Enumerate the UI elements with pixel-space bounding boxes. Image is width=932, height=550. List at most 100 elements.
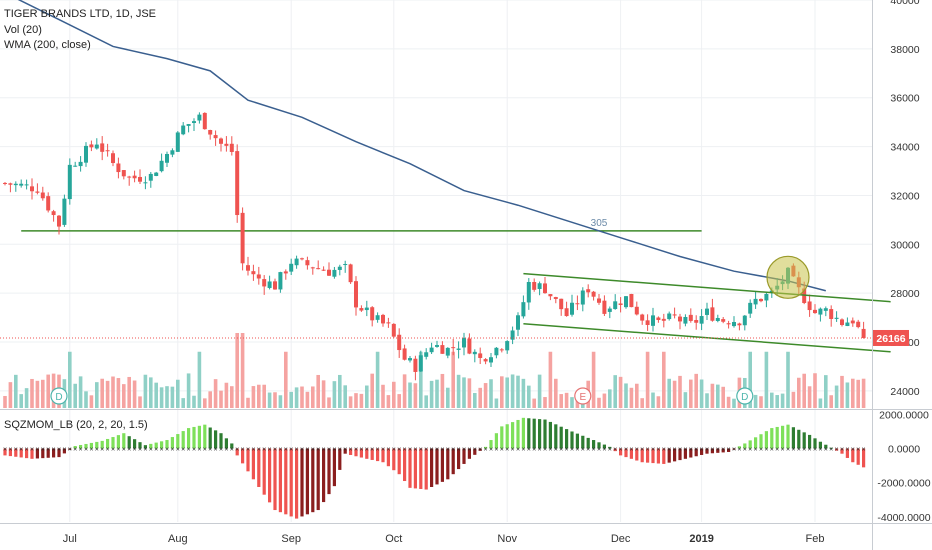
momentum-bar — [14, 448, 18, 457]
candle-body — [224, 143, 229, 146]
squeeze-dot: × — [845, 447, 849, 454]
squeeze-dot: × — [732, 447, 736, 454]
volume-bar — [132, 380, 137, 408]
horizontal-level[interactable]: 305 — [21, 218, 702, 232]
y-tick-label: 34000 — [890, 142, 919, 154]
volume-bar — [748, 351, 752, 408]
y-tick-label: 24000 — [890, 386, 919, 398]
volume-bar — [462, 377, 466, 408]
candle-body — [332, 269, 337, 277]
squeeze-dot: × — [214, 447, 218, 454]
momentum-bar — [705, 448, 709, 454]
squeeze-dot: × — [500, 447, 504, 454]
volume-bar — [294, 387, 299, 408]
candle-body — [364, 307, 369, 311]
volume-bar — [181, 398, 185, 408]
candle-body — [678, 316, 682, 322]
momentum-bar — [62, 448, 66, 454]
volume-bar — [300, 386, 304, 408]
highlight-circle[interactable] — [766, 255, 810, 299]
momentum-bar — [845, 448, 849, 458]
candle-body — [489, 357, 493, 363]
momentum-bar — [575, 433, 579, 449]
candle-body — [553, 297, 558, 299]
volume-bar — [753, 394, 758, 408]
momentum-bar — [305, 448, 309, 515]
volume-bar — [159, 387, 164, 408]
event-marker-circle — [574, 387, 592, 405]
squeeze-dot: × — [262, 447, 266, 454]
candle-body — [418, 355, 423, 372]
momentum-bar — [257, 448, 261, 487]
squeeze-dot: × — [538, 447, 542, 454]
squeeze-dot: × — [808, 447, 812, 454]
chart-title[interactable]: TIGER BRANDS LTD, 1D, JSE — [4, 8, 156, 20]
squeeze-dot: × — [608, 447, 612, 454]
squeeze-dot: × — [370, 447, 374, 454]
squeeze-dot: × — [230, 447, 234, 454]
volume-bar — [818, 398, 823, 408]
squeeze-dot: × — [79, 447, 83, 454]
squeeze-dot: × — [797, 447, 801, 454]
candle-body — [294, 258, 299, 266]
volume-bar — [332, 381, 337, 408]
momentum-bar — [635, 448, 639, 461]
momentum-bar — [187, 428, 191, 449]
volume-legend[interactable]: Vol (20) — [4, 24, 42, 36]
candle-body — [3, 182, 7, 184]
wma-legend[interactable]: WMA (200, close) — [4, 39, 91, 51]
volume-bar — [516, 375, 520, 408]
volume-bar — [375, 351, 380, 408]
momentum-bar — [3, 448, 7, 456]
momentum-bar — [41, 448, 45, 459]
momentum-bar — [203, 424, 207, 449]
momentum-bar — [538, 419, 542, 449]
momentum-bar — [646, 448, 650, 463]
volume-bar — [311, 386, 315, 408]
candle-body — [327, 269, 331, 276]
squeeze-dot: × — [570, 447, 574, 454]
squeeze-dot: × — [710, 447, 714, 454]
momentum-bar — [516, 419, 520, 449]
squeeze-dot: × — [8, 447, 12, 454]
candle-body — [510, 330, 515, 340]
candle-body — [240, 212, 245, 264]
volume-bar — [791, 391, 796, 408]
volume-bar — [699, 379, 704, 408]
volume-bar — [618, 376, 623, 408]
candle-body — [759, 298, 763, 302]
volume-bar — [327, 397, 331, 408]
momentum-bar — [462, 448, 466, 464]
momentum-bar — [241, 448, 245, 464]
squeeze-dot: × — [640, 447, 644, 454]
squeeze-dot: × — [203, 447, 207, 454]
volume-bar — [705, 393, 709, 408]
volume-bar — [284, 351, 288, 408]
candle-body — [613, 301, 618, 310]
channel-lines[interactable] — [523, 272, 891, 353]
squeeze-dot: × — [122, 447, 126, 454]
squeeze-dot: × — [651, 447, 655, 454]
momentum-bar — [219, 433, 223, 449]
volume-bar — [240, 333, 245, 408]
volume-bar — [851, 378, 855, 408]
y-tick-label: 28000 — [890, 288, 919, 300]
candle-body — [753, 298, 758, 305]
candle-body — [197, 114, 202, 121]
squeeze-dot: × — [759, 447, 763, 454]
volume-bar — [305, 391, 310, 408]
momentum-bar — [457, 448, 461, 470]
volume-bar — [46, 374, 50, 408]
volume-bar — [338, 374, 342, 408]
volume-bar — [30, 378, 34, 408]
volume-bar — [413, 383, 418, 408]
candle-body — [116, 163, 121, 173]
candle-body — [273, 281, 277, 290]
momentum-bar — [586, 437, 590, 449]
oscillator-legend[interactable]: SQZMOM_LB (20, 2, 20, 1.5) — [4, 419, 148, 431]
squeeze-dot: × — [143, 447, 147, 454]
momentum-bar — [775, 426, 779, 449]
volume-bar — [208, 391, 212, 408]
